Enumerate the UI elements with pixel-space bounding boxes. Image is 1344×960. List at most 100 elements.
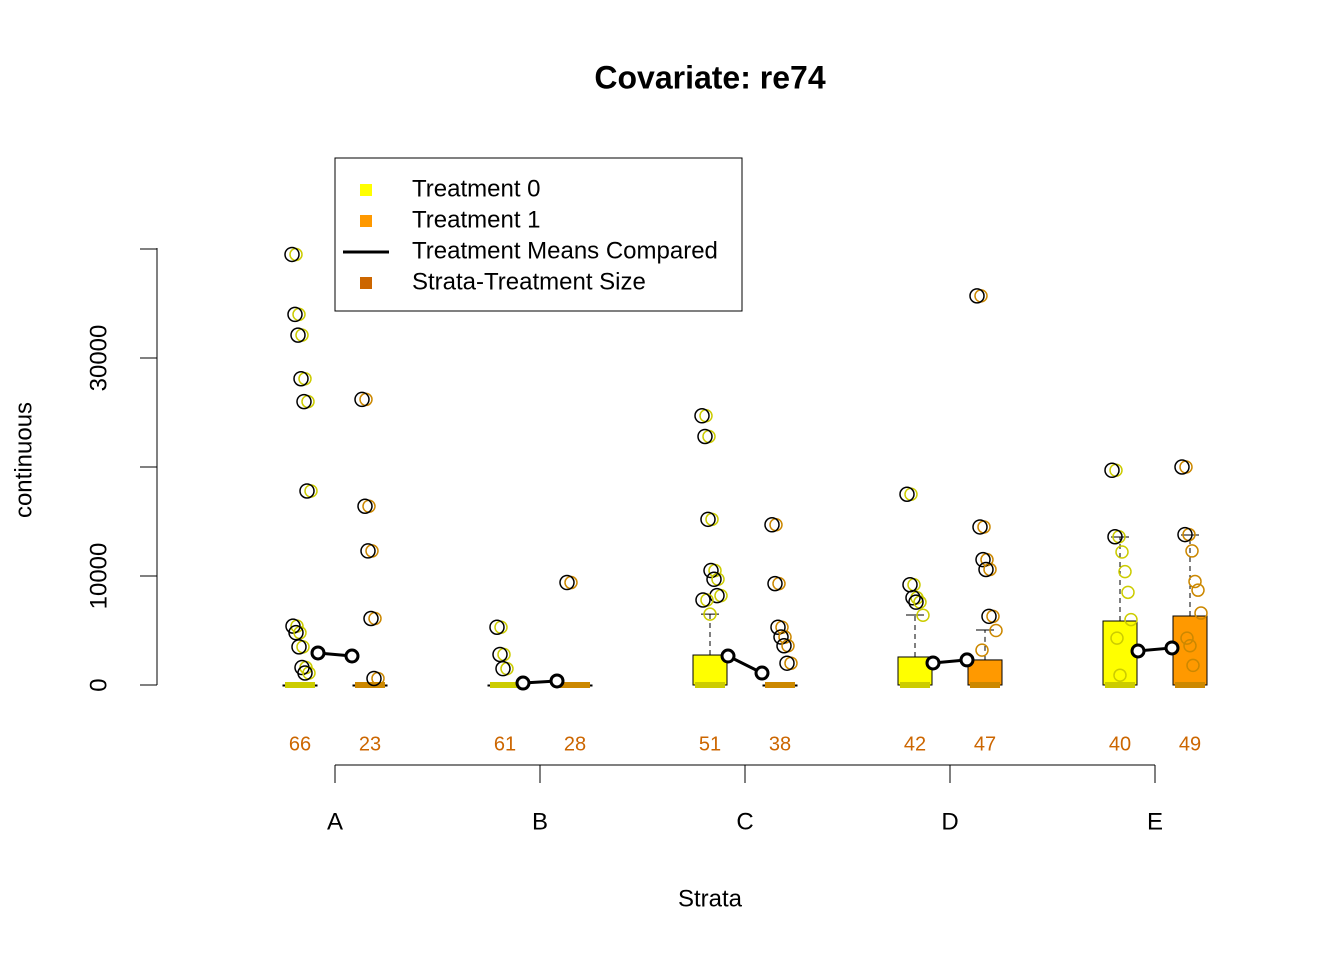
outlier <box>776 638 792 654</box>
mean-point <box>1130 643 1146 659</box>
outlier <box>293 370 309 387</box>
x-tick-label: D <box>941 808 958 835</box>
point <box>564 575 578 590</box>
point <box>1124 612 1138 627</box>
size-label: 40 <box>1109 733 1131 755</box>
size-label: 66 <box>289 733 311 755</box>
point <box>295 328 309 342</box>
size-label: 28 <box>564 733 586 755</box>
point <box>362 499 376 513</box>
mean-point <box>1164 640 1180 656</box>
point <box>1185 544 1199 558</box>
x-tick-label: C <box>736 808 753 835</box>
mean-point <box>515 675 531 691</box>
outlier <box>290 327 306 343</box>
outlier <box>703 562 719 579</box>
size-label: 61 <box>494 733 516 755</box>
point <box>784 656 798 670</box>
outlier <box>706 571 722 588</box>
point <box>292 307 306 322</box>
outlier <box>700 511 716 528</box>
point <box>975 643 989 657</box>
point <box>989 623 1003 638</box>
outlier <box>354 391 370 408</box>
point <box>368 611 382 626</box>
y-axis-title: continuous <box>10 402 37 518</box>
outlier <box>770 619 786 635</box>
outlier <box>908 594 924 610</box>
outlier <box>1104 462 1120 479</box>
point <box>703 607 717 621</box>
point <box>365 544 379 558</box>
x-tick-label: B <box>532 808 548 835</box>
outlier <box>767 575 783 592</box>
point <box>1109 463 1123 478</box>
outlier <box>697 428 713 445</box>
outlier <box>297 665 313 681</box>
x-tick-label: A <box>327 808 343 835</box>
x-tick-label: E <box>1147 808 1163 835</box>
point <box>1110 631 1124 645</box>
point <box>301 394 315 409</box>
outlier <box>1107 529 1123 545</box>
outlier <box>695 592 711 608</box>
point <box>916 608 930 622</box>
outlier <box>969 288 985 304</box>
point <box>1186 658 1200 673</box>
box <box>967 659 1003 686</box>
y-tick-label: 10000 <box>85 543 112 610</box>
outlier <box>559 574 575 591</box>
x-axis-title: Strata <box>678 885 743 912</box>
point <box>289 247 303 262</box>
point <box>1183 639 1197 653</box>
box <box>897 656 933 686</box>
outlier <box>978 561 994 578</box>
outlier <box>360 543 376 559</box>
point <box>977 520 991 534</box>
point <box>1121 585 1135 600</box>
legend-swatch <box>360 184 372 196</box>
size-label: 47 <box>974 733 996 755</box>
outlier <box>694 408 710 424</box>
mean-point <box>959 652 975 668</box>
point <box>304 484 318 498</box>
point <box>359 392 373 407</box>
outlier <box>779 655 795 671</box>
outlier <box>363 610 379 627</box>
point <box>1180 631 1194 645</box>
size-label: 51 <box>699 733 721 755</box>
outlier <box>899 486 915 502</box>
outlier <box>905 590 921 606</box>
size-label: 42 <box>904 733 926 755</box>
point <box>494 620 508 634</box>
point <box>1179 460 1193 474</box>
outlier <box>773 629 789 645</box>
outlier <box>764 517 780 533</box>
point <box>1194 606 1208 620</box>
mean-point <box>344 648 360 664</box>
size-label: 23 <box>359 733 381 755</box>
point <box>702 429 716 444</box>
outlier <box>296 393 312 410</box>
mean-point <box>549 673 565 689</box>
outlier <box>357 498 373 514</box>
chart-title: Covariate: re74 <box>594 59 825 95</box>
legend <box>334 157 743 312</box>
outlier <box>492 646 508 663</box>
point <box>714 588 728 603</box>
mean-point <box>720 648 736 664</box>
outlier <box>981 608 997 625</box>
mean-point <box>925 655 941 671</box>
point <box>769 518 783 532</box>
outlier <box>299 483 315 499</box>
outlier <box>288 624 304 641</box>
legend-swatch <box>360 277 372 289</box>
point <box>907 577 921 592</box>
point <box>298 371 312 386</box>
point <box>699 409 713 423</box>
point <box>1113 668 1127 682</box>
y-tick-label: 30000 <box>85 325 112 392</box>
point <box>296 640 310 654</box>
outlier <box>366 670 382 687</box>
